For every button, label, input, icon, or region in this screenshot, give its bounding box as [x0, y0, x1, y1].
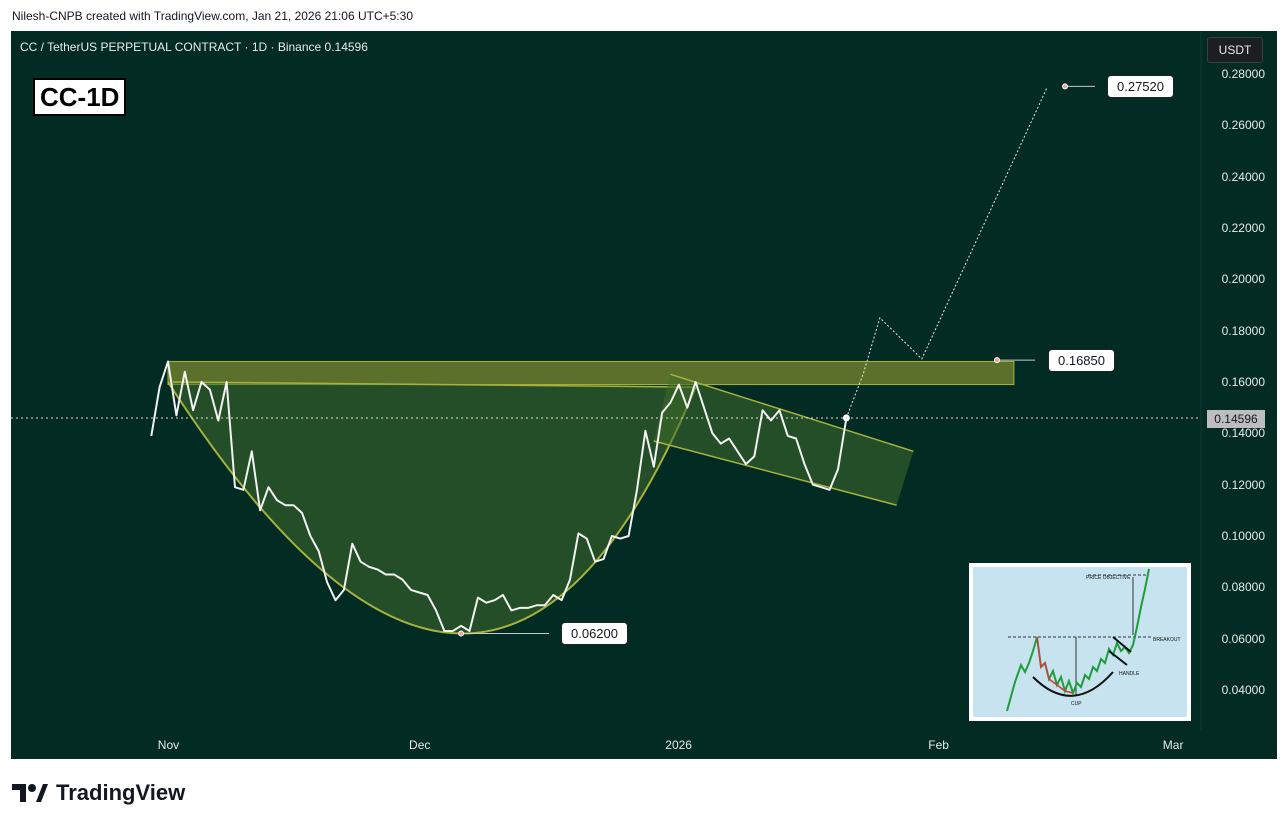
handle-lower-line: [653, 440, 897, 506]
low-annotation: 0.06200: [561, 622, 628, 645]
projection-path: [845, 86, 1048, 419]
price-tick-label: 0.12000: [1221, 477, 1265, 492]
resistance-zone: [167, 360, 1015, 386]
price-tick-label: 0.24000: [1221, 169, 1265, 184]
inset-handle: HANDLE: [1119, 671, 1140, 677]
cup-handle-reference-inset: PRICE OBJECTIVE CUP HANDLE BREAKOUT: [969, 563, 1191, 721]
time-tick-label: Feb: [928, 738, 949, 752]
price-tick-label: 0.04000: [1221, 683, 1265, 697]
chart-label-box: CC-1D: [33, 78, 127, 116]
handle-upper-line: [670, 373, 914, 453]
price-tick-label: 0.18000: [1221, 323, 1265, 338]
price-line: [150, 360, 848, 632]
time-tick-label: Dec: [409, 738, 431, 752]
price-tick-label: 0.28000: [1221, 67, 1265, 81]
inset-price-objective: PRICE OBJECTIVE: [1086, 575, 1131, 581]
price-tick-label: 0.26000: [1221, 118, 1265, 133]
price-tick-label: 0.16000: [1221, 375, 1265, 389]
target-annotation: 0.27520: [1107, 75, 1174, 98]
tradingview-brand[interactable]: TradingView: [12, 780, 185, 806]
price-tick-label: 0.20000: [1221, 272, 1265, 287]
price-tick-label: 0.08000: [1221, 580, 1265, 595]
price-chart[interactable]: [11, 31, 1277, 759]
inset-cup: CUP: [1071, 701, 1082, 707]
inset-breakout: BREAKOUT: [1153, 637, 1181, 643]
time-tick-label: Mar: [1162, 738, 1184, 752]
price-tick-label: 0.14000: [1221, 426, 1265, 441]
current-price-tag: 0.14596: [1207, 410, 1265, 428]
brand-name: TradingView: [56, 780, 186, 805]
price-tick-label: 0.10000: [1221, 529, 1265, 543]
price-tick-label: 0.22000: [1221, 221, 1265, 235]
handle-channel-fill: [653, 374, 914, 506]
price-tick-label: 0.06000: [1221, 631, 1265, 646]
low-marker: [458, 630, 465, 637]
time-tick-label: Nov: [157, 738, 180, 752]
cup-fill: [168, 382, 696, 634]
resistance-annotation: 0.16850: [1048, 349, 1115, 372]
symbol-info: CC / TetherUS PERPETUAL CONTRACT · 1D · …: [20, 40, 368, 54]
time-tick-label: 2026: [665, 738, 692, 752]
chart-caption: Nilesh-CNPB created with TradingView.com…: [12, 9, 413, 23]
target-marker: [1062, 83, 1068, 90]
cup-handle-diagram: PRICE OBJECTIVE CUP HANDLE BREAKOUT: [1006, 568, 1181, 712]
cup-rim-line: [172, 381, 696, 388]
chart-panel[interactable]: CC / TetherUS PERPETUAL CONTRACT · 1D · …: [11, 31, 1277, 759]
currency-button[interactable]: USDT: [1207, 37, 1263, 63]
resistance-marker: [994, 357, 1000, 364]
last-price-dot: [842, 414, 850, 422]
tradingview-logo-icon: [12, 784, 48, 802]
